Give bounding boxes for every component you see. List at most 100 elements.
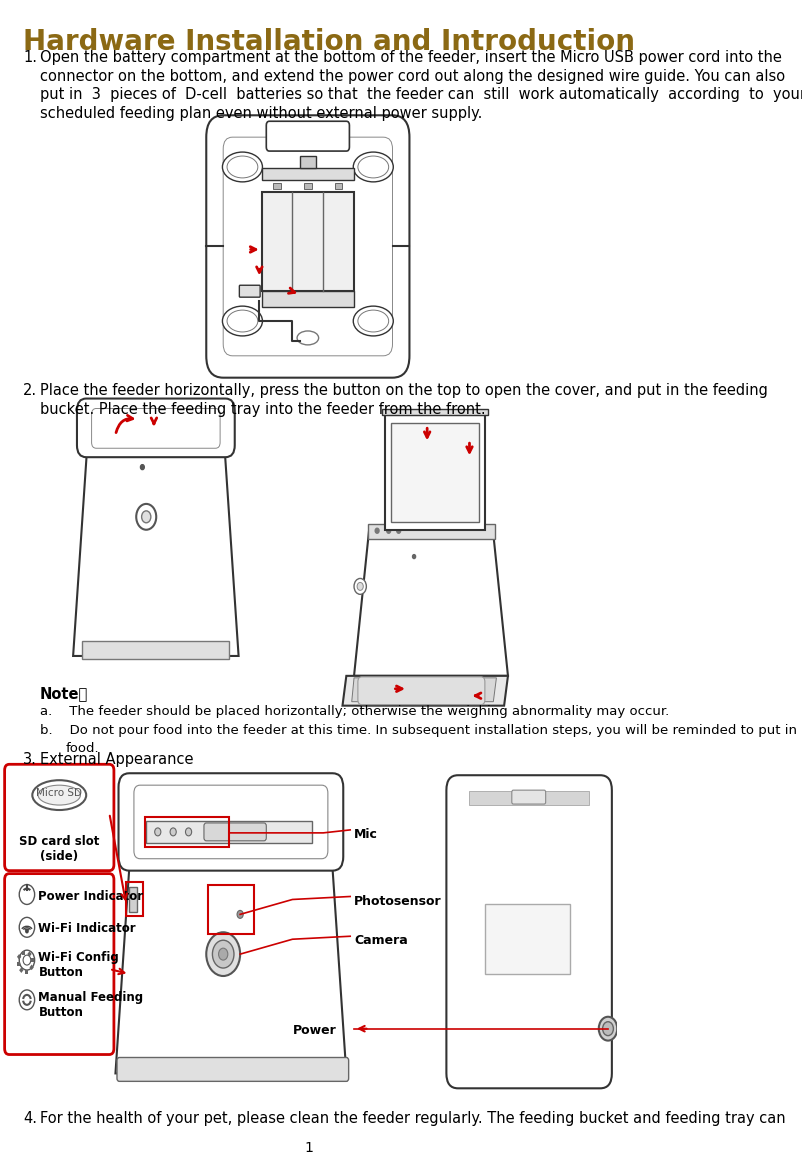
Ellipse shape — [358, 310, 389, 332]
Circle shape — [155, 828, 161, 835]
Polygon shape — [115, 845, 346, 1074]
Text: connector on the bottom, and extend the power cord out along the designed wire g: connector on the bottom, and extend the … — [40, 68, 785, 83]
Bar — [304, 183, 312, 189]
Circle shape — [19, 990, 34, 1010]
Text: Place the feeder horizontally, press the button on the top to open the cover, an: Place the feeder horizontally, press the… — [40, 383, 768, 398]
FancyBboxPatch shape — [77, 398, 235, 457]
Ellipse shape — [222, 152, 262, 182]
FancyBboxPatch shape — [5, 765, 114, 871]
Ellipse shape — [38, 786, 80, 805]
Ellipse shape — [353, 307, 393, 336]
Text: 3.: 3. — [23, 752, 37, 767]
FancyBboxPatch shape — [239, 286, 260, 297]
FancyBboxPatch shape — [134, 786, 328, 858]
Circle shape — [397, 529, 400, 533]
Bar — [31, 958, 34, 963]
Bar — [469, 791, 589, 805]
Text: SD card slot
(side): SD card slot (side) — [19, 835, 99, 863]
Circle shape — [142, 511, 151, 523]
Circle shape — [412, 554, 415, 559]
Ellipse shape — [297, 331, 318, 345]
Circle shape — [375, 529, 379, 533]
Bar — [261, 168, 354, 179]
Polygon shape — [354, 526, 508, 676]
Circle shape — [23, 956, 30, 965]
Bar — [146, 821, 312, 842]
Circle shape — [599, 1017, 618, 1040]
Circle shape — [206, 933, 240, 977]
Circle shape — [602, 1022, 614, 1036]
Bar — [83, 641, 229, 659]
FancyBboxPatch shape — [358, 677, 485, 705]
Text: bucket. Place the feeding tray into the feeder from the front.: bucket. Place the feeding tray into the … — [40, 401, 486, 417]
Text: 2.: 2. — [23, 383, 37, 398]
Bar — [22, 951, 26, 955]
Bar — [261, 192, 354, 292]
Ellipse shape — [358, 156, 389, 178]
Text: 4.: 4. — [23, 1111, 37, 1126]
Text: b.    Do not pour food into the feeder at this time. In subsequent installation : b. Do not pour food into the feeder at t… — [40, 723, 797, 737]
Bar — [26, 970, 29, 973]
Bar — [126, 882, 143, 916]
Bar — [261, 292, 354, 307]
Text: Open the battery compartment at the bottom of the feeder, insert the Micro USB p: Open the battery compartment at the bott… — [40, 50, 782, 65]
FancyBboxPatch shape — [447, 775, 612, 1089]
FancyBboxPatch shape — [266, 121, 350, 152]
Bar — [300, 156, 315, 168]
Bar — [391, 423, 479, 522]
Bar — [273, 183, 281, 189]
Bar — [17, 955, 22, 959]
Bar — [334, 183, 342, 189]
Ellipse shape — [222, 307, 262, 336]
Circle shape — [26, 930, 28, 933]
Circle shape — [170, 828, 176, 835]
Text: Manual Feeding
Button: Manual Feeding Button — [38, 990, 144, 1019]
Bar — [368, 524, 495, 539]
FancyBboxPatch shape — [206, 116, 410, 377]
FancyBboxPatch shape — [119, 773, 343, 871]
FancyBboxPatch shape — [204, 823, 266, 841]
Text: Photosensor: Photosensor — [354, 894, 442, 907]
Text: For the health of your pet, please clean the feeder regularly. The feeding bucke: For the health of your pet, please clean… — [40, 1111, 786, 1126]
Text: Wi-Fi Indicator: Wi-Fi Indicator — [38, 922, 136, 935]
FancyBboxPatch shape — [91, 408, 220, 448]
Circle shape — [387, 529, 391, 533]
Bar — [27, 951, 31, 957]
Ellipse shape — [227, 310, 257, 332]
Polygon shape — [342, 676, 508, 706]
Bar — [30, 965, 34, 971]
Circle shape — [136, 504, 156, 530]
FancyBboxPatch shape — [512, 790, 545, 804]
Circle shape — [185, 828, 192, 835]
Text: scheduled feeding plan even without external power supply.: scheduled feeding plan even without exte… — [40, 106, 482, 121]
Circle shape — [19, 885, 34, 905]
Text: a.    The feeder should be placed horizontally; otherwise the weighing abnormali: a. The feeder should be placed horizonta… — [40, 705, 670, 717]
FancyBboxPatch shape — [223, 138, 392, 356]
Bar — [485, 905, 569, 974]
Bar — [129, 886, 137, 913]
Circle shape — [219, 949, 228, 960]
Bar — [144, 817, 229, 847]
FancyBboxPatch shape — [5, 874, 114, 1054]
Circle shape — [19, 918, 34, 937]
Circle shape — [140, 465, 144, 470]
Ellipse shape — [353, 152, 393, 182]
Bar — [385, 415, 485, 530]
Circle shape — [213, 941, 234, 968]
Ellipse shape — [227, 156, 257, 178]
Text: 1: 1 — [304, 1141, 313, 1155]
Polygon shape — [73, 427, 238, 656]
Circle shape — [354, 578, 367, 595]
Text: put in  3  pieces of  D-cell  batteries so that  the feeder can  still  work aut: put in 3 pieces of D-cell batteries so t… — [40, 88, 802, 103]
Circle shape — [357, 582, 363, 590]
Bar — [17, 963, 19, 966]
Text: Mic: Mic — [354, 828, 378, 841]
Text: Micro SD: Micro SD — [36, 788, 83, 798]
Polygon shape — [352, 678, 496, 701]
Text: Hardware Installation and Introduction: Hardware Installation and Introduction — [23, 28, 635, 56]
Text: food.: food. — [66, 743, 99, 756]
Bar — [208, 885, 254, 934]
FancyBboxPatch shape — [117, 1057, 349, 1082]
Text: External Appearance: External Appearance — [40, 752, 193, 767]
Text: 1.: 1. — [23, 50, 37, 65]
